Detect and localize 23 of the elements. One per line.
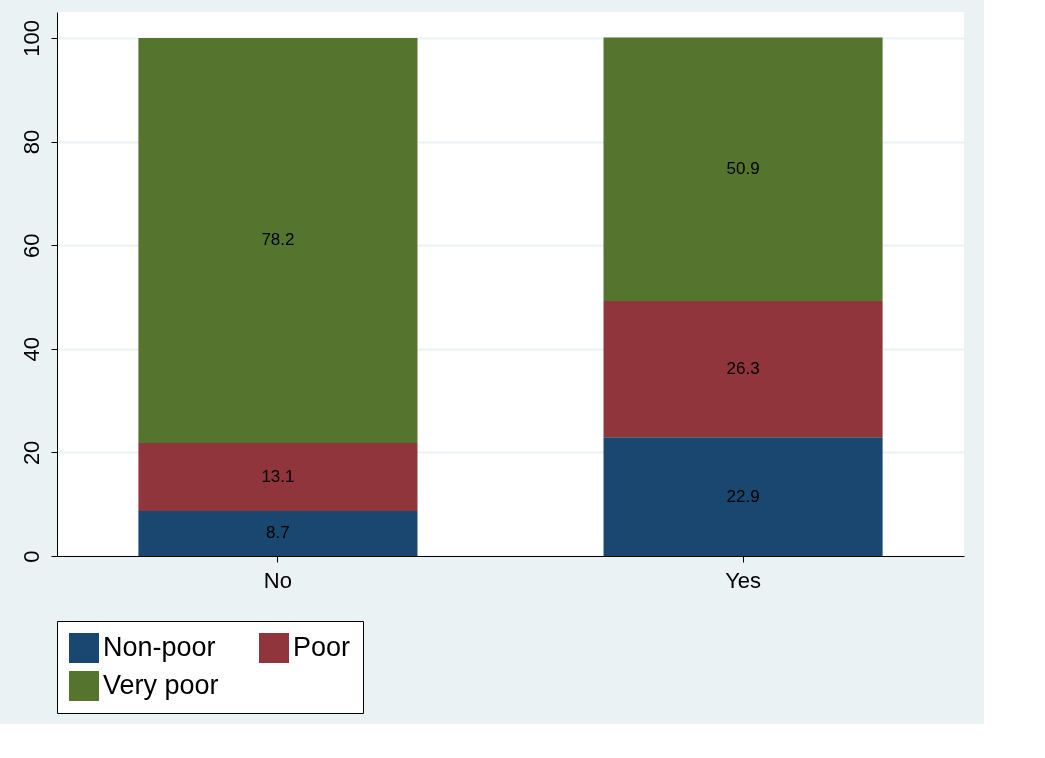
legend-label: Non-poor — [103, 632, 216, 662]
data-label: 13.1 — [261, 466, 295, 486]
data-label: 22.9 — [726, 486, 760, 506]
y-tick-label: 40 — [18, 337, 44, 362]
bar — [138, 37, 418, 444]
x-tick-label: Yes — [725, 567, 762, 593]
data-label: 26.3 — [726, 359, 760, 379]
bar — [603, 37, 883, 302]
bar — [603, 437, 883, 556]
data-label: 78.2 — [261, 230, 295, 250]
data-label: 50.9 — [726, 159, 760, 179]
bar — [138, 510, 418, 556]
y-tick-label: 80 — [18, 129, 44, 155]
y-tick-label: 20 — [18, 440, 44, 466]
data-label: 8.7 — [266, 523, 290, 543]
bar — [138, 443, 418, 511]
legend-label: Poor — [293, 632, 351, 662]
legend-label: Very poor — [103, 670, 219, 700]
bar — [603, 301, 883, 438]
x-tick-label: No — [263, 567, 292, 593]
y-tick-label: 100 — [18, 20, 44, 57]
y-tick-label: 0 — [18, 550, 44, 563]
y-tick-label: 60 — [18, 233, 44, 258]
